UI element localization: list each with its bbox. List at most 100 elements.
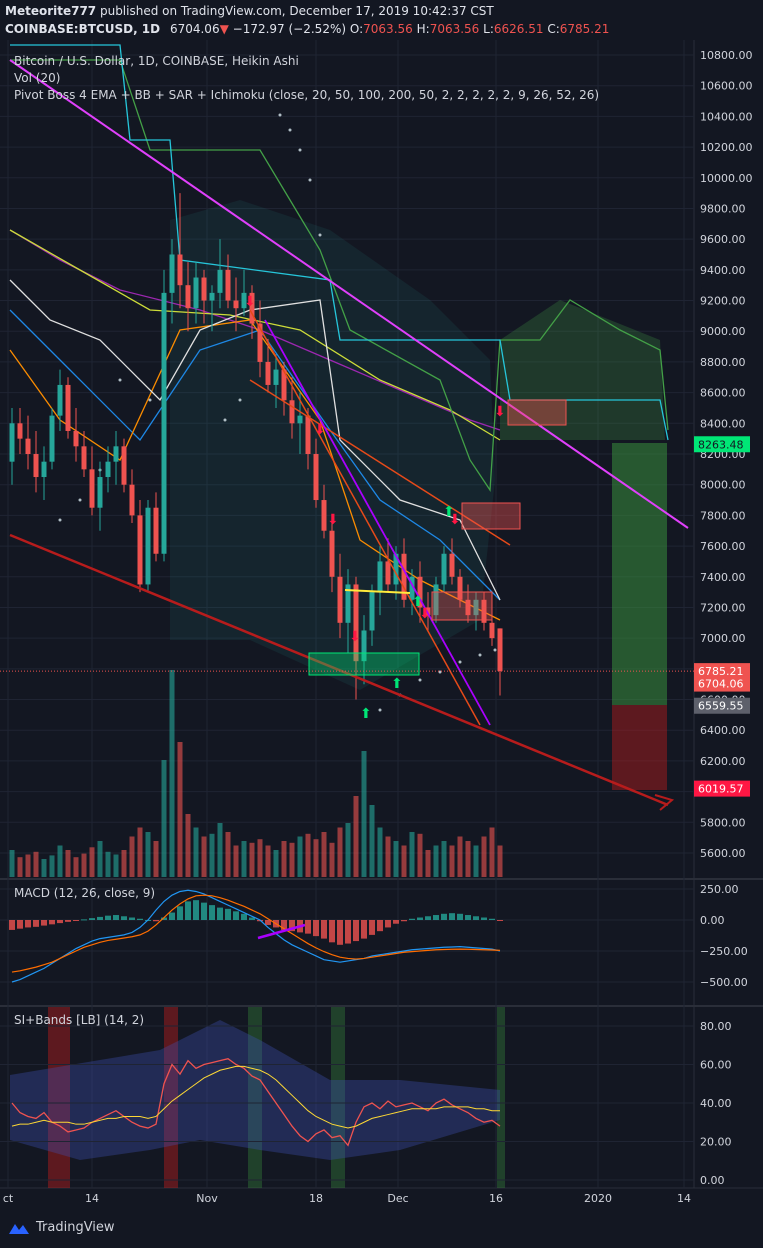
pane-separator-si	[0, 1005, 763, 1007]
macd-histogram-bar	[393, 920, 399, 924]
sar-dot	[238, 398, 242, 402]
price-change: −172.97 (−2.52%)	[232, 22, 347, 36]
volume-bar	[121, 850, 127, 877]
last-price: 6704.06	[169, 22, 220, 36]
candle-body	[297, 415, 303, 424]
price-tick-label: 10200.00	[700, 141, 753, 154]
macd-histogram-bar	[449, 913, 455, 920]
volume-bar	[209, 833, 215, 877]
buy-signal-arrow-icon: ⬆	[443, 504, 455, 520]
candle-body	[17, 423, 23, 439]
candle-body	[473, 599, 479, 616]
macd-histogram-bar	[233, 911, 239, 920]
si-signal-band	[497, 1007, 505, 1188]
macd-histogram-bar	[497, 920, 503, 921]
macd-histogram-bar	[65, 920, 71, 922]
candle-body	[417, 576, 423, 608]
candle-body	[193, 277, 199, 309]
candle-body	[33, 454, 39, 478]
price-tag-label: 6785.21	[698, 665, 744, 678]
macd-histogram-bar	[89, 918, 95, 920]
macd-histogram-bar	[33, 920, 39, 927]
si-tick-label: 40.00	[700, 1097, 732, 1110]
volume-bar	[401, 845, 407, 877]
volume-bar	[305, 833, 311, 877]
sar-dot	[298, 148, 302, 152]
candle-body	[305, 415, 311, 454]
volume-bar	[97, 841, 103, 877]
macd-divergence-mark	[257, 923, 306, 940]
macd-histogram-bar	[81, 919, 87, 921]
si-signal-band	[331, 1007, 345, 1188]
buy-signal-arrow-icon: ⬆	[391, 676, 403, 692]
volume-bar	[137, 827, 143, 877]
volume-bar	[377, 827, 383, 877]
macd-histogram-bar	[281, 920, 287, 930]
volume-bar	[313, 839, 319, 877]
volume-bar	[161, 760, 167, 877]
macd-tick-label: 250.00	[700, 883, 739, 896]
macd-histogram-bar	[353, 920, 359, 942]
publish-info: Meteorite777 published on TradingView.co…	[5, 4, 494, 18]
supply-zone-box-upper	[461, 502, 521, 530]
sell-signal-arrow-icon: ⬇	[449, 512, 461, 528]
sell-signal-arrow-icon: ⬇	[314, 422, 326, 438]
channel-upper-line	[249, 379, 511, 546]
candle-body	[9, 423, 15, 462]
candle-body	[329, 530, 335, 577]
macd-histogram-bar	[409, 918, 415, 920]
price-tag-label: 6559.55	[698, 700, 744, 713]
price-tick-label: 5600.00	[700, 847, 746, 860]
time-tick-label: 2020	[584, 1192, 612, 1205]
macd-histogram-bar	[161, 917, 167, 920]
macd-histogram-bar	[457, 913, 463, 920]
price-tick-label: 8000.00	[700, 479, 746, 492]
candle-body	[489, 622, 495, 639]
candle-body	[201, 277, 207, 301]
candle-body	[281, 369, 287, 401]
tradingview-logo[interactable]: TradingView	[8, 1220, 115, 1235]
sar-dot	[493, 648, 497, 652]
candle-body	[425, 607, 431, 616]
volume-bar	[185, 814, 191, 877]
volume-bar	[297, 836, 303, 877]
candle-body	[217, 269, 223, 293]
price-tag-label: 6704.06	[698, 678, 744, 691]
volume-bar	[153, 841, 159, 877]
sell-signal-arrow-icon: ⬇	[349, 629, 361, 645]
candle-body	[337, 576, 343, 623]
author-name[interactable]: Meteorite777	[5, 4, 97, 18]
price-tick-label: 9800.00	[700, 202, 746, 215]
price-tag	[694, 697, 750, 714]
price-tag-label: 6019.57	[698, 783, 744, 796]
volume-bar	[497, 845, 503, 877]
volume-bar	[233, 845, 239, 877]
volume-bar	[489, 827, 495, 877]
tradingview-icon	[9, 1223, 29, 1234]
candle-body	[225, 269, 231, 301]
volume-bar	[329, 842, 335, 877]
macd-histogram-bar	[73, 920, 79, 921]
supply-zone-box	[431, 591, 493, 621]
buy-signal-arrow-icon: ⬆	[360, 706, 372, 722]
macd-histogram-bar	[489, 918, 495, 920]
candle-body	[457, 576, 463, 600]
macd-histogram-bar	[225, 908, 231, 920]
si-band-fill	[10, 1020, 500, 1160]
volume-bar	[65, 850, 71, 877]
supply-zone-box-top	[507, 399, 567, 426]
sar-dot	[223, 418, 227, 422]
volume-bar	[409, 832, 415, 877]
time-tick-label: 14	[85, 1192, 99, 1205]
candle-body	[257, 323, 263, 362]
price-tick-label: 6400.00	[700, 724, 746, 737]
volume-bar	[425, 850, 431, 877]
candle-body	[153, 507, 159, 554]
macd-histogram-bar	[169, 912, 175, 920]
macd-histogram-bar	[17, 920, 23, 929]
macd-histogram-bar	[425, 916, 431, 920]
macd-tick-label: −500.00	[700, 976, 748, 989]
macd-tick-label: −250.00	[700, 945, 748, 958]
volume-bar	[433, 845, 439, 877]
